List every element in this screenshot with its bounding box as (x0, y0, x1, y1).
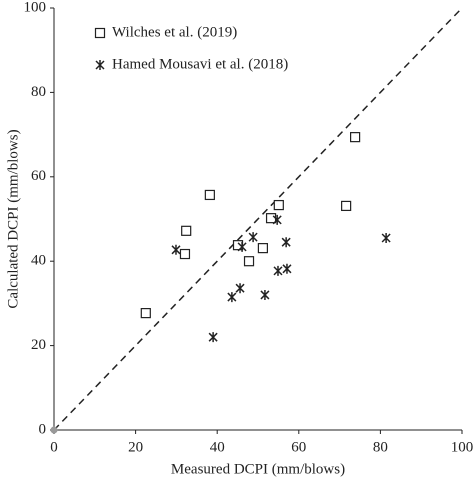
point (260, 289, 270, 300)
legend-marker (95, 60, 105, 70)
point (273, 199, 284, 211)
point (248, 232, 258, 243)
y-axis-label: Calculated DCPI (mm/blows) (5, 129, 21, 308)
point (381, 232, 391, 243)
point (237, 241, 247, 252)
point (140, 308, 151, 319)
point (350, 132, 361, 143)
y-tick-label: 0 (39, 421, 47, 437)
y-tick-label: 40 (31, 253, 46, 269)
point (282, 263, 292, 274)
point (273, 265, 283, 276)
y-tick-label: 100 (24, 0, 47, 15)
legend-label: Wilches et al. (2019) (112, 24, 237, 40)
x-tick-label: 80 (373, 439, 388, 455)
y-tick-label: 20 (31, 337, 46, 353)
x-tick-label: 20 (128, 439, 143, 455)
one-to-one-line (53, 7, 463, 431)
point (281, 237, 291, 248)
point (171, 244, 181, 255)
origin-dot (50, 426, 58, 434)
x-tick-label: 100 (451, 439, 474, 455)
legend-label: Hamed Mousavi et al. (2018) (112, 56, 288, 72)
point (341, 200, 352, 212)
point (227, 292, 237, 303)
x-axis-label: Measured DCPI (mm/blows) (171, 461, 345, 477)
x-tick-label: 60 (291, 439, 306, 455)
point (235, 283, 245, 294)
y-tick-label: 80 (31, 84, 46, 100)
point (257, 243, 268, 254)
x-tick-label: 0 (50, 439, 58, 455)
point (243, 256, 255, 267)
point (272, 214, 282, 225)
point (265, 213, 277, 224)
legend-marker (94, 27, 106, 39)
y-tick-label: 60 (31, 168, 46, 184)
point (208, 332, 218, 343)
point (179, 248, 191, 260)
point (204, 189, 215, 201)
point (181, 225, 192, 236)
x-tick-label: 40 (210, 439, 225, 455)
